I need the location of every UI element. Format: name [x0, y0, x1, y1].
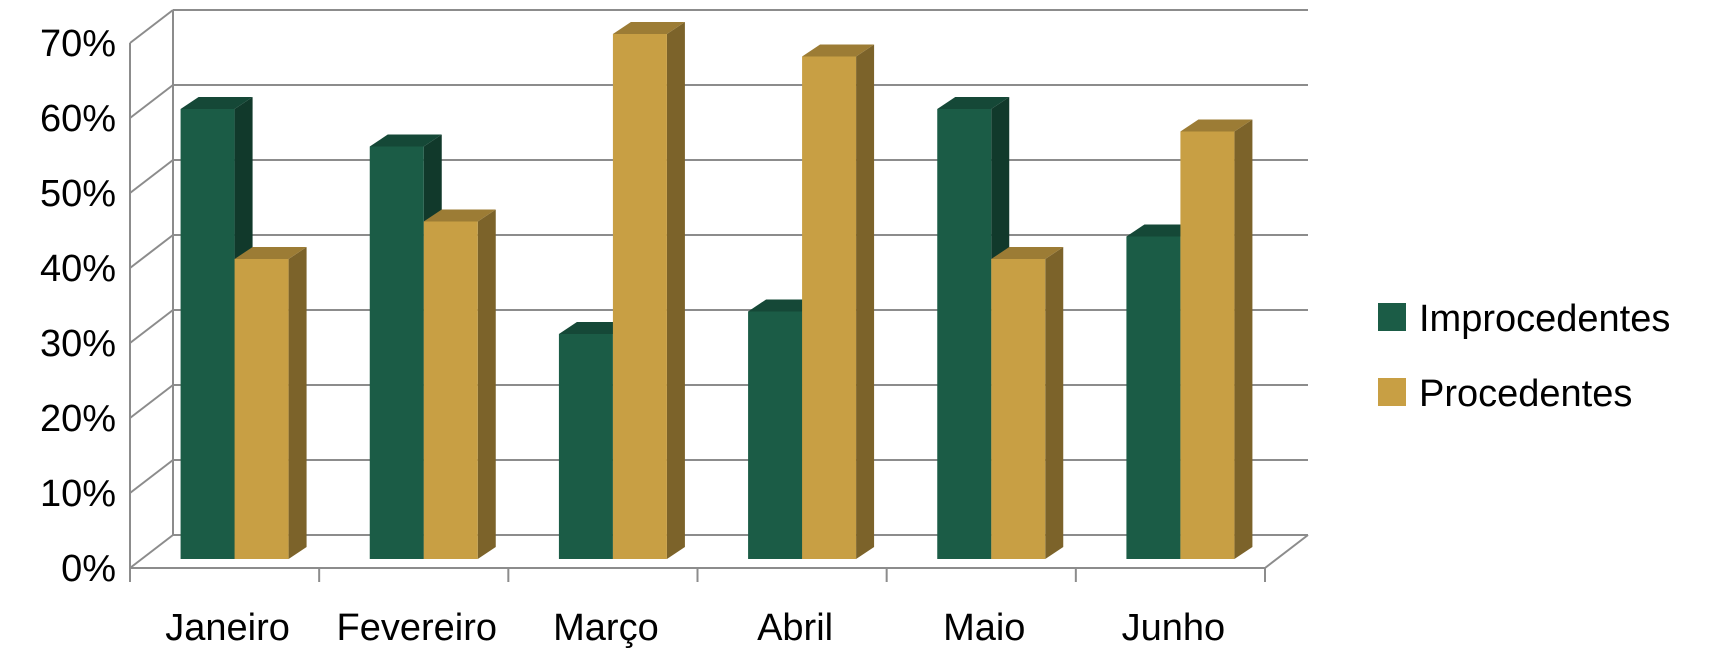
y-tick-label: 0%: [61, 548, 116, 590]
bar-top-procedentes: [612, 22, 685, 34]
bar-side-procedentes: [288, 247, 307, 559]
gridline-side: [129, 534, 174, 569]
floor-right-edge: [1264, 534, 1309, 569]
grid: [129, 9, 1308, 569]
legend: Improcedentes Procedentes: [1378, 298, 1670, 415]
bar-procedentes: [612, 34, 667, 559]
bar-side-procedentes: [1045, 247, 1064, 559]
x-tick-label: Maio: [943, 607, 1025, 649]
gridline-side: [129, 159, 174, 194]
bar-top-improcedentes: [180, 97, 253, 109]
y-tick-label: 40%: [40, 248, 116, 290]
bar-top-procedentes: [423, 209, 496, 222]
x-tick-label: Março: [553, 607, 659, 649]
x-tick-label: Abril: [757, 607, 833, 649]
bar-top-procedentes: [802, 44, 875, 57]
bar-side-procedentes: [856, 44, 875, 559]
bar-improcedentes: [748, 311, 803, 559]
legend-label: Procedentes: [1419, 373, 1632, 415]
x-axis-ticks: Janeiro Fevereiro Março Abril Maio Junho: [165, 607, 1225, 649]
gridline-side: [129, 9, 174, 44]
y-tick-label: 50%: [40, 173, 116, 215]
bar-procedentes: [991, 259, 1046, 559]
x-tick-label: Junho: [1122, 607, 1226, 649]
legend-swatch: [1378, 303, 1406, 331]
bar-procedentes: [802, 56, 857, 559]
gridline-side: [129, 309, 174, 344]
bar-procedentes: [1180, 131, 1235, 559]
bars: [180, 22, 1253, 559]
x-tick-label: Janeiro: [165, 607, 290, 649]
bar-top-improcedentes: [937, 97, 1010, 109]
bar-improcedentes: [1126, 236, 1181, 559]
gridline-side: [129, 234, 174, 269]
y-tick-label: 70%: [40, 23, 116, 65]
gridline-side: [129, 84, 174, 119]
y-tick-label: 60%: [40, 98, 116, 140]
legend-label: Improcedentes: [1419, 298, 1670, 340]
axes: [129, 10, 1309, 582]
bar-improcedentes: [180, 109, 235, 559]
bar-side-procedentes: [666, 22, 685, 559]
bar-procedentes: [423, 221, 478, 559]
bar-top-procedentes: [234, 247, 307, 259]
bar-improcedentes: [558, 334, 613, 559]
bar-procedentes: [234, 259, 289, 559]
y-tick-label: 10%: [40, 473, 116, 515]
bar-top-procedentes: [991, 247, 1064, 259]
bar-top-procedentes: [1180, 119, 1253, 132]
bar-top-improcedentes: [369, 134, 442, 147]
bar-improcedentes: [369, 146, 424, 559]
y-axis-ticks: 0% 10% 20% 30% 40% 50% 60% 70%: [40, 23, 116, 590]
bar-improcedentes: [937, 109, 992, 559]
gridline-side: [129, 459, 174, 494]
bar-side-procedentes: [477, 209, 496, 559]
gridline-side: [129, 384, 174, 419]
bar-side-procedentes: [1234, 119, 1253, 559]
legend-swatch: [1378, 378, 1406, 406]
y-tick-label: 20%: [40, 398, 116, 440]
y-tick-label: 30%: [40, 323, 116, 365]
x-tick-label: Fevereiro: [337, 607, 498, 649]
